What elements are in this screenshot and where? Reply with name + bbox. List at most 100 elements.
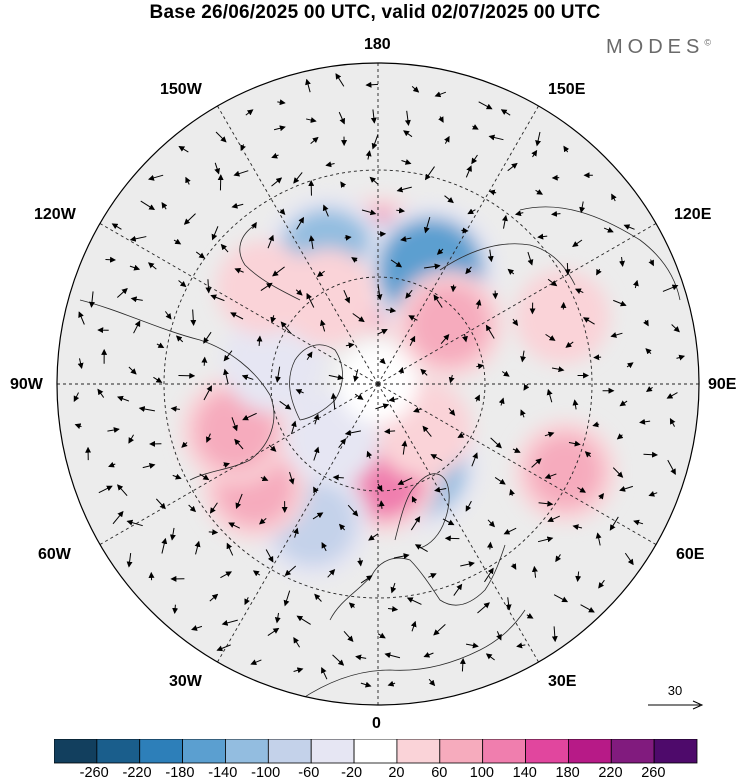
anomaly-patch xyxy=(293,262,364,333)
wind-arrow xyxy=(527,251,534,266)
wind-arrow xyxy=(313,446,320,461)
wind-arrow xyxy=(603,227,614,233)
wind-arrow xyxy=(598,579,605,589)
wind-arrow xyxy=(616,433,624,440)
wind-arrow xyxy=(526,613,534,619)
wind-arrow xyxy=(170,405,180,412)
wind-arrow xyxy=(448,407,456,416)
wind-arrow xyxy=(194,540,201,555)
wind-arrow xyxy=(97,388,105,398)
wind-arrow xyxy=(648,490,658,497)
wind-arrow xyxy=(577,487,586,493)
wind-arrow xyxy=(434,91,447,98)
wind-arrow xyxy=(306,351,313,361)
wind-arrow xyxy=(190,309,197,326)
wind-arrow xyxy=(390,259,403,268)
wind-arrow xyxy=(428,573,437,579)
wind-arrow xyxy=(319,319,326,332)
wind-arrow xyxy=(245,109,254,116)
wind-arrow xyxy=(369,176,379,185)
wind-arrow xyxy=(619,400,628,407)
wind-arrow xyxy=(612,467,624,478)
wind-arrow xyxy=(260,282,273,292)
coastline-siberia xyxy=(519,206,681,301)
wind-arrow xyxy=(494,476,506,485)
lon-label-90e: 90E xyxy=(708,376,737,393)
wind-arrow xyxy=(648,259,654,267)
wind-arrow xyxy=(390,582,397,594)
wind-arrow xyxy=(130,296,143,303)
wind-arrow xyxy=(639,418,651,425)
wind-arrow xyxy=(272,266,285,277)
wind-arrow xyxy=(172,473,182,480)
lon-label-30w: 30W xyxy=(169,673,202,690)
wind-arrow xyxy=(626,362,634,369)
wind-arrow xyxy=(376,483,383,492)
wind-arrow xyxy=(107,427,120,433)
wind-arrow xyxy=(332,474,344,481)
wind-arrow xyxy=(396,186,412,193)
wind-arrow xyxy=(223,368,229,385)
wind-arrow xyxy=(414,544,428,553)
wind-arrow xyxy=(385,307,397,314)
coastline-mediterranean xyxy=(299,609,526,701)
wind-arrow xyxy=(199,473,210,481)
wind-arrow xyxy=(316,270,325,277)
wind-arrow xyxy=(434,486,447,493)
wind-arrow xyxy=(584,451,592,458)
wind-arrow xyxy=(520,409,526,418)
wind-arrow xyxy=(330,392,337,410)
wind-vectors xyxy=(73,73,686,688)
wind-arrow xyxy=(433,624,446,636)
wind-arrow xyxy=(500,109,511,116)
wind-arrow xyxy=(442,518,455,526)
wind-arrow xyxy=(551,210,561,217)
wind-arrow xyxy=(474,394,480,402)
wind-arrow xyxy=(267,234,274,249)
wind-arrow xyxy=(344,234,352,241)
wind-arrow xyxy=(378,500,385,509)
wind-arrow xyxy=(377,329,388,335)
wind-arrow xyxy=(544,473,557,480)
wind-arrow xyxy=(366,450,373,459)
colorbar-segment xyxy=(54,739,98,764)
wind-arrow xyxy=(465,266,472,275)
wind-arrow xyxy=(579,201,586,214)
wind-arrow xyxy=(290,420,297,435)
wind-arrow xyxy=(206,433,212,443)
colorbar-tick-label: -60 xyxy=(298,765,320,781)
wind-arrow xyxy=(547,515,560,522)
wind-arrow xyxy=(623,224,635,230)
wind-arrow xyxy=(111,223,122,230)
wind-arrow xyxy=(461,227,469,234)
wind-arrow xyxy=(156,342,165,349)
wind-arrow xyxy=(388,605,399,612)
colorbar-segment xyxy=(439,739,484,764)
coastline-alaska xyxy=(239,224,301,301)
wind-arrow xyxy=(221,619,238,626)
wind-arrow xyxy=(423,263,441,270)
wind-arrow xyxy=(438,116,444,123)
wind-arrow xyxy=(355,654,367,661)
wind-arrow xyxy=(544,431,555,438)
colorbar-tick-label: -220 xyxy=(122,765,152,781)
wind-arrow xyxy=(413,407,422,413)
wind-arrow xyxy=(574,288,584,294)
wind-arrow xyxy=(191,625,203,631)
wind-arrow xyxy=(453,583,463,596)
wind-arrow xyxy=(633,519,644,526)
wind-arrow xyxy=(563,145,570,153)
wind-arrow xyxy=(175,335,184,343)
wind-arrow xyxy=(231,417,238,432)
wind-arrow xyxy=(501,370,510,377)
wind-arrow xyxy=(161,202,168,210)
wind-arrow xyxy=(201,356,208,366)
wind-arrow xyxy=(210,294,225,302)
wind-arrow xyxy=(436,248,444,255)
wind-arrow xyxy=(405,289,413,299)
coastline-east-siberia xyxy=(439,243,576,286)
colorbar-segment xyxy=(525,739,569,764)
colorbar-tick-label: 140 xyxy=(512,765,537,781)
wind-arrow xyxy=(444,135,450,144)
wind-arrow xyxy=(512,318,519,326)
